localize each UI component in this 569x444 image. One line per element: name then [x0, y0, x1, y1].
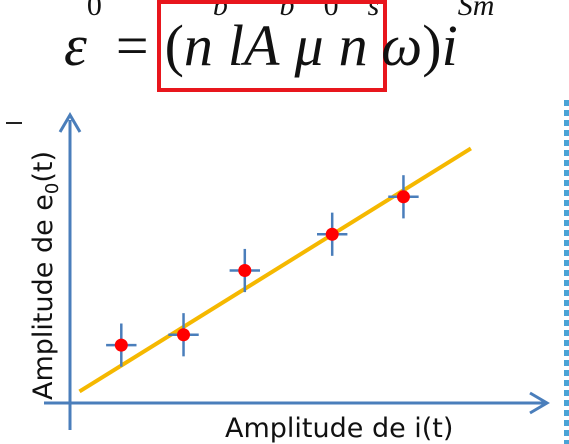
eq-i: i — [441, 13, 458, 78]
data-point-3 — [229, 248, 260, 293]
y-axis-arrow — [58, 112, 82, 133]
eq-l: l — [227, 13, 245, 78]
eq-n-s-sub: s — [367, 0, 380, 22]
eq-mu: μ — [294, 13, 324, 78]
eq-mu-sub: 0 — [323, 0, 339, 22]
data-point-4 — [317, 212, 348, 256]
y-axis-label: Amplitude de e0(t) — [28, 151, 63, 400]
point-marker — [114, 338, 128, 352]
x-axis-label: Amplitude de i(t) — [225, 413, 453, 444]
eq-open-paren: ( — [164, 13, 184, 78]
y-axis-label-sub: 0 — [42, 183, 63, 194]
slide-right-border — [564, 100, 569, 444]
point-marker — [177, 328, 191, 342]
eq-n-b-sub: b — [212, 0, 228, 22]
axes — [44, 112, 550, 430]
eq-A-b-sub: b — [279, 0, 295, 22]
eq-close-paren: ) — [422, 13, 442, 78]
data-point-1 — [106, 323, 137, 367]
data-points — [106, 175, 419, 367]
eq-n-b: n — [183, 13, 213, 78]
data-point-2 — [168, 313, 199, 357]
eq-omega: ω — [381, 13, 423, 78]
point-marker — [396, 190, 410, 204]
cropped-dash — [6, 122, 22, 124]
y-axis-label-prefix: Amplitude de e — [28, 194, 59, 400]
fit-line — [78, 146, 472, 394]
x-axis-arrow — [529, 391, 550, 415]
point-marker — [325, 227, 339, 241]
eq-equals: = — [115, 13, 149, 78]
y-axis-label-suffix: (t) — [28, 151, 59, 183]
eq-A-b: A — [244, 13, 280, 78]
eq-n-s: n — [338, 13, 368, 78]
eq-epsilon: ε — [64, 13, 87, 78]
point-marker — [238, 264, 252, 278]
data-point-5 — [388, 175, 419, 219]
